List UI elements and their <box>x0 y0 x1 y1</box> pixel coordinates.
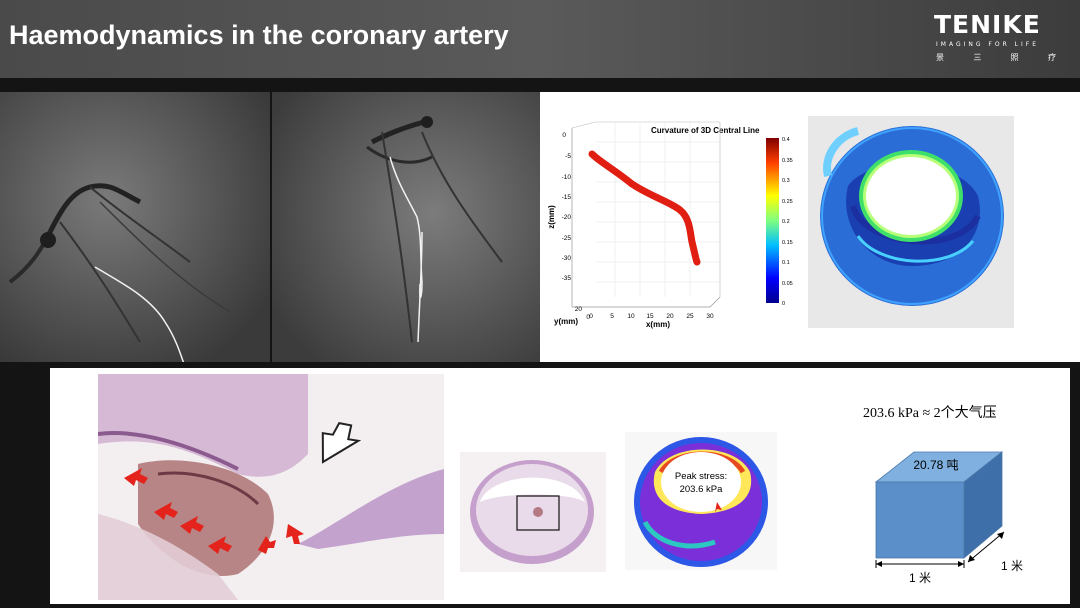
colorbar-tick: 0.3 <box>782 178 790 184</box>
colorbar-tick: 0.05 <box>782 281 793 287</box>
z-tick: -35 <box>562 275 572 282</box>
pressure-cube-diagram: 20.78 吨 1 米 1 米 <box>874 451 1023 585</box>
cube-width-label: 1 米 <box>909 571 931 585</box>
z-tick: 0 <box>562 132 566 139</box>
colorbar-tick: 0.1 <box>782 260 790 266</box>
peak-stress-value: 203.6 kPa <box>680 484 723 495</box>
histology-cross-section <box>460 452 606 572</box>
pressure-equation: 203.6 kPa ≈ 2个大气压 <box>863 406 997 421</box>
cube-weight-label: 20.78 吨 <box>913 458 958 472</box>
logo-char: 疗 <box>1047 53 1056 62</box>
z-tick: -10 <box>562 174 572 181</box>
centerline-curve <box>588 150 701 266</box>
z-tick: -25 <box>562 235 572 242</box>
x-tick: 30 <box>706 313 714 320</box>
angiogram-right-svg <box>272 92 540 362</box>
angiogram-image-right <box>272 92 540 362</box>
logo-text: TENIKE <box>934 10 1041 39</box>
logo-tagline: IMAGING FOR LIFE <box>936 41 1040 48</box>
brand-logo: TENIKE IMAGING FOR LIFE 景 三 照 疗 <box>934 10 1058 68</box>
x-tick: 10 <box>627 313 635 320</box>
peak-stress-label: Peak stress: <box>675 471 727 482</box>
white-arrow-icon <box>321 422 362 464</box>
colorbar-tick: 0.25 <box>782 199 793 205</box>
z-axis-label: z(mm) <box>547 205 556 229</box>
angiogram-left-svg <box>0 92 270 362</box>
z-tick: -20 <box>562 214 572 221</box>
colorbar-tick: 0 <box>782 301 785 307</box>
colorbar-tick: 0.4 <box>782 137 790 143</box>
z-tick: -30 <box>562 255 572 262</box>
y-tick: 20 <box>575 306 583 313</box>
cube-depth-label: 1 米 <box>1001 559 1023 573</box>
histology-image <box>98 374 444 600</box>
y-tick: 0 <box>586 314 590 321</box>
y-axis-label: y(mm) <box>554 317 578 326</box>
logo-char: 三 <box>973 53 982 62</box>
z-tick: -5 <box>565 153 571 160</box>
x-tick: 20 <box>666 313 674 320</box>
lower-panel: Peak stress: 203.6 kPa 203.6 kPa ≈ 2个大气压… <box>50 368 1070 604</box>
highlight-box <box>516 495 560 531</box>
angiogram-image-left <box>0 92 270 362</box>
stress-simulation-upper <box>808 116 1014 328</box>
cube-front-face <box>875 481 965 559</box>
x-tick: 0 <box>589 313 593 320</box>
x-tick: 5 <box>610 313 614 320</box>
peak-arrow-icon <box>715 502 722 512</box>
z-tick: -15 <box>562 194 572 201</box>
logo-chinese: 景 三 照 疗 <box>936 52 1056 63</box>
x-tick: 15 <box>646 313 654 320</box>
page-title: Haemodynamics in the coronary artery <box>9 20 509 50</box>
colorbar <box>766 138 779 303</box>
curvature-title: Curvature of 3D Central Line <box>651 126 760 135</box>
upper-right-panel: Curvature of 3D Central Line 0 -5 -10 -1… <box>540 92 1080 362</box>
curvature-chart: Curvature of 3D Central Line 0 -5 -10 -1… <box>547 121 793 329</box>
stress-simulation-lower: Peak stress: 203.6 kPa <box>625 432 777 570</box>
colorbar-tick: 0.2 <box>782 219 790 225</box>
logo-char: 照 <box>1010 53 1019 62</box>
colorbar-tick: 0.15 <box>782 240 793 246</box>
colorbar-tick: 0.35 <box>782 158 793 164</box>
logo-char: 景 <box>936 53 944 62</box>
x-tick: 25 <box>686 313 694 320</box>
red-arrow-icons <box>124 468 304 554</box>
header-bar: Haemodynamics in the coronary artery TEN… <box>0 0 1080 78</box>
x-axis-label: x(mm) <box>646 320 670 329</box>
